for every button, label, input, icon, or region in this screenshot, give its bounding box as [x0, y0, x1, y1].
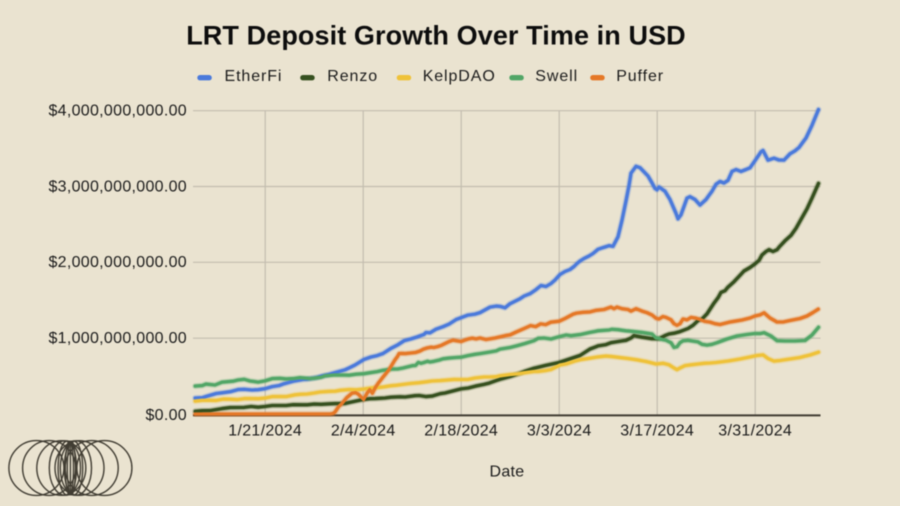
svg-text:1/21/2024: 1/21/2024 [228, 423, 302, 440]
svg-text:3/17/2024: 3/17/2024 [620, 423, 694, 440]
svg-text:KelpDAO: KelpDAO [423, 68, 496, 85]
svg-text:$1,000,000,000.00: $1,000,000,000.00 [48, 330, 187, 347]
svg-text:3/31/2024: 3/31/2024 [718, 423, 792, 440]
svg-text:Renzo: Renzo [327, 68, 378, 85]
svg-text:$4,000,000,000.00: $4,000,000,000.00 [48, 103, 187, 120]
svg-text:2/4/2024: 2/4/2024 [331, 423, 396, 440]
svg-text:$3,000,000,000.00: $3,000,000,000.00 [48, 178, 187, 195]
svg-text:2/18/2024: 2/18/2024 [424, 423, 498, 440]
svg-text:LRT Deposit Growth Over Time i: LRT Deposit Growth Over Time in USD [186, 21, 686, 51]
svg-text:$0.00: $0.00 [145, 407, 187, 424]
svg-text:3/3/2024: 3/3/2024 [527, 423, 592, 440]
svg-text:EtherFi: EtherFi [225, 68, 283, 85]
svg-text:Swell: Swell [535, 68, 578, 85]
svg-text:Date: Date [490, 464, 525, 481]
svg-text:$2,000,000,000.00: $2,000,000,000.00 [48, 254, 187, 271]
svg-text:Puffer: Puffer [616, 68, 664, 85]
